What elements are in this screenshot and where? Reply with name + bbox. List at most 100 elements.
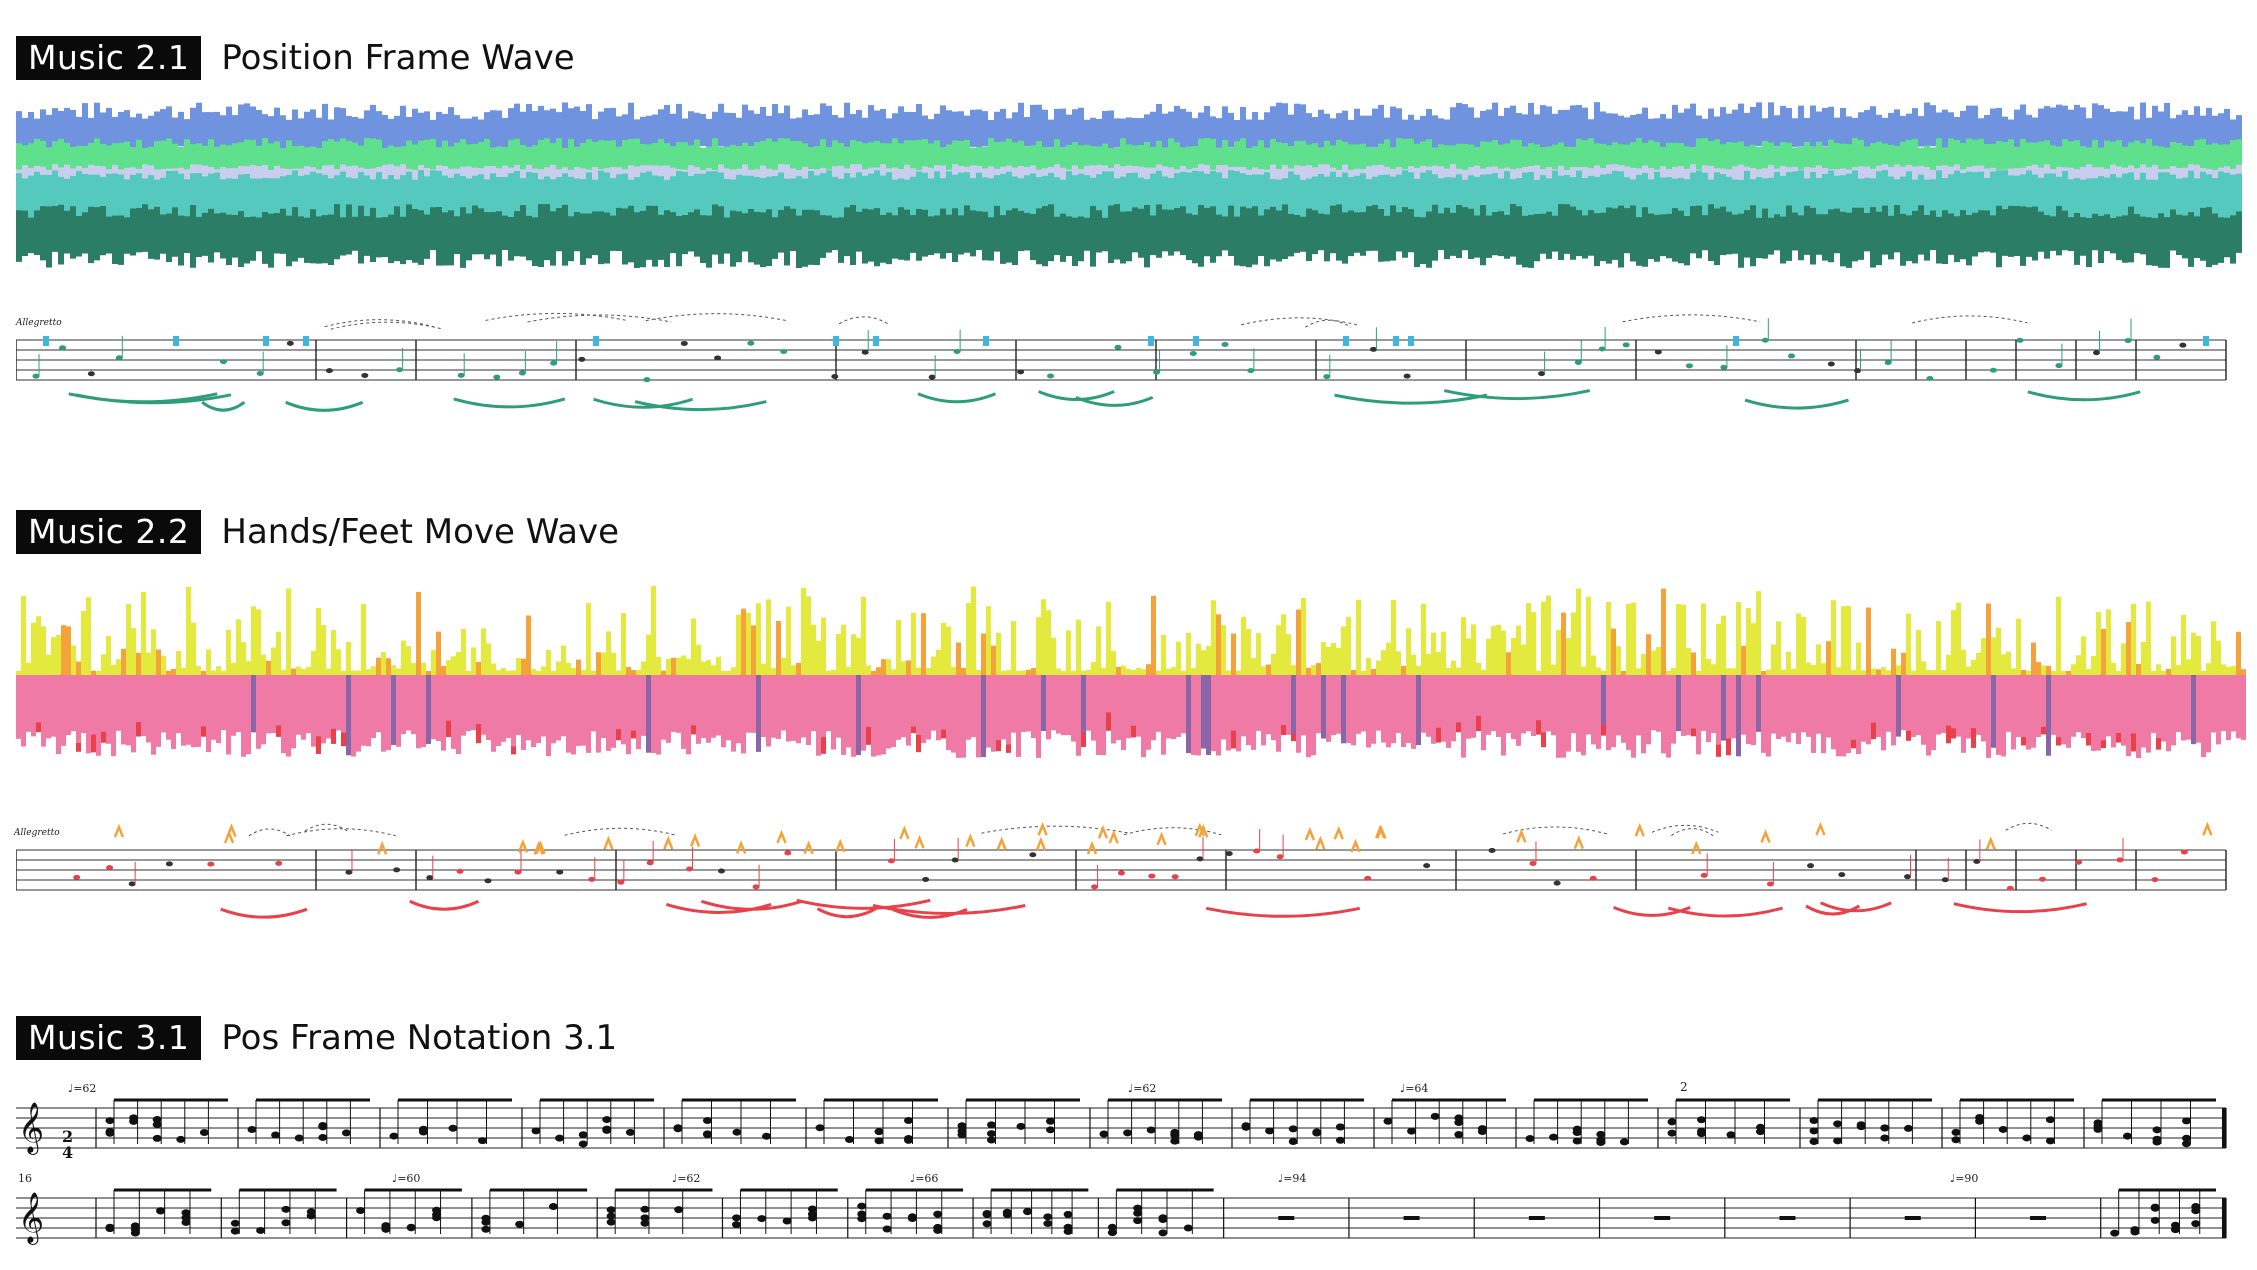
- orange-glyph: [835, 838, 846, 853]
- wave-bar-down: [996, 675, 1001, 752]
- wave-bar-up: [376, 657, 381, 675]
- wave-bar-down: [1156, 675, 1161, 732]
- wave-bar-up: [661, 670, 666, 675]
- wave-bar-down: [1441, 675, 1446, 742]
- wave-bar-up: [1441, 631, 1446, 675]
- note-head: [928, 374, 936, 380]
- note-head: [1133, 1204, 1143, 1212]
- wave-bar-up: [1531, 612, 1536, 675]
- wave-bar-down: [831, 675, 836, 750]
- wave-bar-down: [2216, 675, 2221, 745]
- wave-bar-up: [1906, 613, 1911, 675]
- note-head: [73, 874, 81, 880]
- wave-bar-down: [261, 675, 266, 745]
- wave-bar-down: [1331, 675, 1336, 736]
- note-head: [933, 1210, 943, 1218]
- note-head: [2123, 1132, 2132, 1140]
- wave-bar-up: [1276, 625, 1281, 675]
- wave-bar-down: [1746, 675, 1751, 745]
- note-head: [1276, 854, 1284, 860]
- wave-bar-up: [1231, 633, 1236, 675]
- note-head: [957, 1122, 967, 1130]
- wave-bar-up: [1826, 641, 1831, 675]
- note-head: [2038, 876, 2046, 882]
- wave-bar-down: [41, 675, 46, 747]
- wave-bar-down: [1671, 675, 1676, 744]
- wave-bar-down: [86, 675, 91, 754]
- wave-bar-down: [1991, 675, 1996, 748]
- note-head: [1827, 361, 1835, 367]
- note-head: [1880, 1134, 1890, 1142]
- slur: [285, 400, 364, 412]
- note-head: [1654, 349, 1662, 355]
- note-head: [640, 1205, 650, 1213]
- wave-bar-up: [2201, 670, 2206, 675]
- wave-bar-down: [846, 675, 851, 748]
- wave-bar-up: [56, 634, 61, 675]
- wave-bar-up: [536, 670, 541, 675]
- wave-bar-up: [1721, 615, 1726, 675]
- tempo-62-b: ♩=62: [1128, 1082, 1157, 1095]
- wave-bar-accent: [2021, 737, 2026, 746]
- slur: [917, 392, 997, 404]
- wave-bar-down: [701, 675, 706, 738]
- note-head: [555, 1134, 565, 1142]
- note-head: [1766, 881, 1774, 887]
- phrase-mark: [981, 825, 1130, 834]
- wave-bar-down: [1691, 675, 1696, 737]
- wave-bar-down: [1781, 675, 1786, 737]
- wave-bar-down: [1201, 675, 1206, 749]
- wave-bar-down: [776, 675, 781, 739]
- wave-bar-down: [591, 675, 596, 732]
- wave-bar-down: [96, 675, 101, 756]
- wave-bar-down: [1546, 675, 1551, 732]
- wave-bar-down: [796, 675, 801, 744]
- note-head: [1265, 1127, 1275, 1135]
- wave-bar-up: [156, 649, 161, 675]
- wave-bar-up: [141, 591, 146, 675]
- note-head: [286, 340, 294, 346]
- wave-bar-down: [1371, 675, 1376, 744]
- wave-bar-up: [1431, 632, 1436, 675]
- wave-bar-up: [1476, 662, 1481, 675]
- note-head: [2045, 1116, 2055, 1124]
- orange-glyph: [803, 840, 814, 855]
- wave-bar-down: [1606, 675, 1611, 751]
- wave-bar-up: [291, 668, 296, 675]
- wave-bar-up: [1516, 625, 1521, 675]
- wave-bar-up: [126, 604, 131, 675]
- wave-bar-down: [956, 675, 961, 758]
- orange-glyph: [2202, 821, 2213, 836]
- wave-bar-accent: [2086, 733, 2091, 746]
- note-head: [105, 1129, 115, 1137]
- wave-bar-up: [281, 669, 286, 675]
- wave-bar-down: [131, 675, 136, 753]
- wave-bar-up: [2181, 614, 2186, 675]
- note-head: [1726, 1131, 1736, 1139]
- note-head: [106, 865, 114, 871]
- wave-bar-down: [1646, 675, 1651, 745]
- note-head: [1619, 1138, 1629, 1146]
- wave-bar-up: [1571, 612, 1576, 675]
- note-head: [1951, 1128, 1961, 1136]
- note-head: [640, 1219, 650, 1227]
- note-head: [703, 1131, 712, 1139]
- note-head: [1589, 875, 1597, 881]
- wave-bar-up: [2001, 654, 2006, 675]
- wave-bar-up: [2196, 635, 2201, 675]
- note-head: [381, 1222, 391, 1230]
- note-head: [714, 355, 722, 361]
- wave-bar-down: [1376, 675, 1381, 731]
- note-head: [1288, 1125, 1298, 1133]
- wave-bar-up: [2166, 668, 2171, 675]
- wave-bar-down: [391, 675, 396, 745]
- wave-bar-up: [706, 660, 711, 675]
- wave-bar-up: [1596, 667, 1601, 675]
- note-head: [325, 368, 333, 374]
- wave-bar-up: [1601, 670, 1606, 675]
- wave-bar-down: [16, 675, 21, 739]
- note-head: [1787, 353, 1795, 359]
- wave-bar-up: [716, 656, 721, 675]
- wave-bar-down: [2086, 675, 2091, 746]
- position-frame-wave-graphic: [16, 102, 2242, 268]
